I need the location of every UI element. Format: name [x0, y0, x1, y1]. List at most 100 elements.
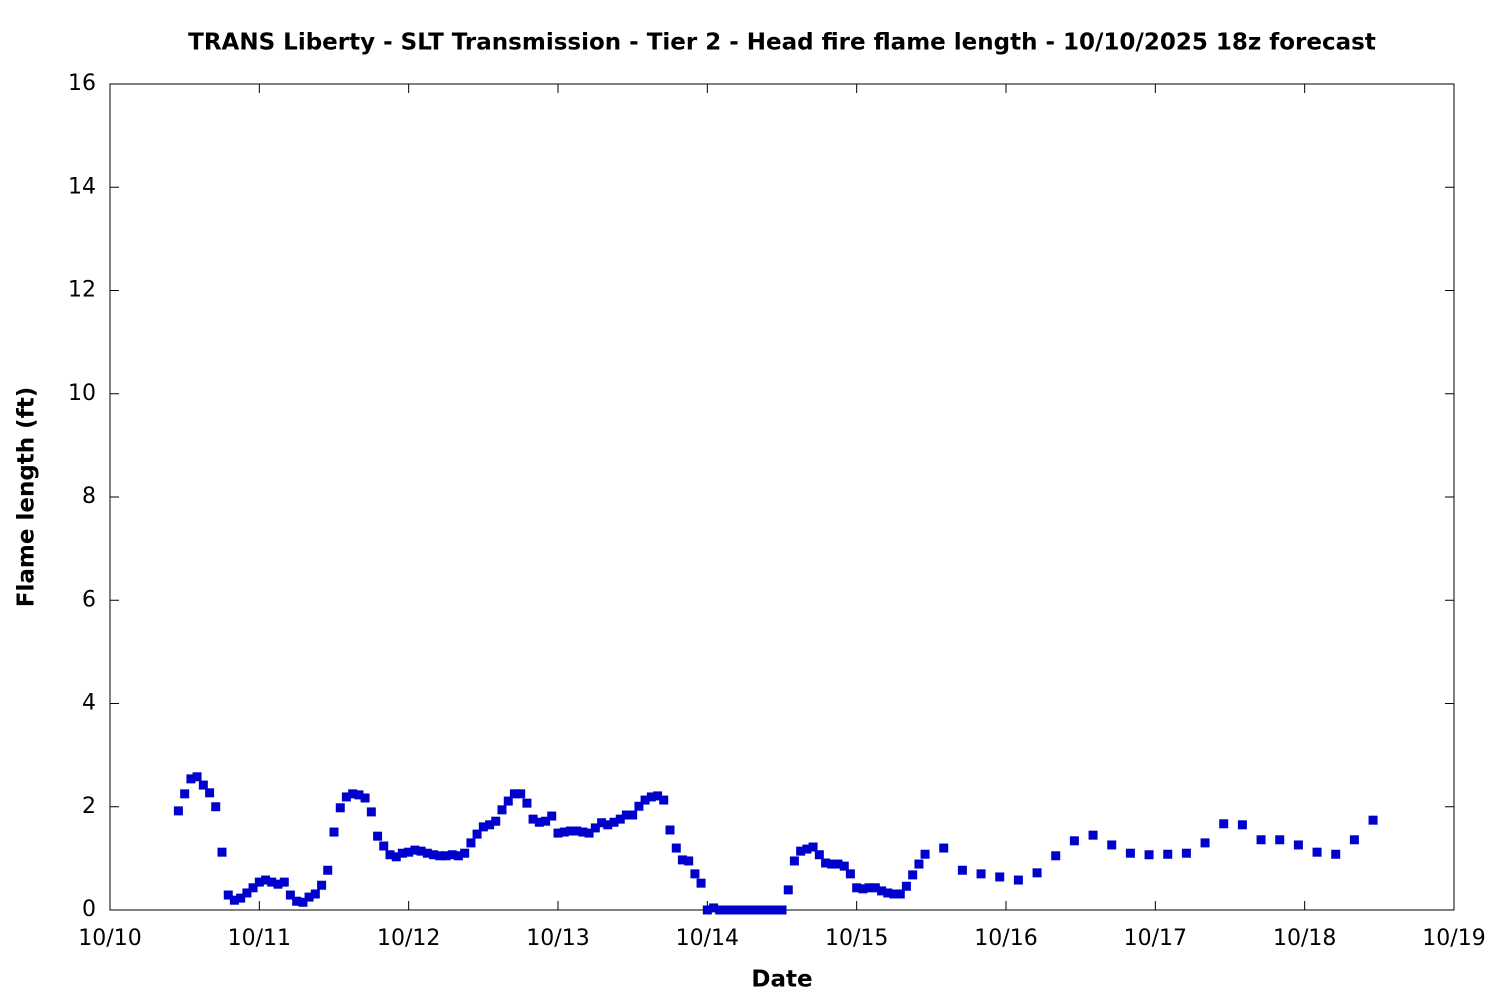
data-point: [1237, 820, 1247, 830]
data-point: [777, 905, 787, 915]
chart-title: TRANS Liberty - SLT Transmission - Tier …: [188, 30, 1376, 56]
data-point: [1144, 850, 1154, 860]
y-tick-label: 14: [68, 174, 96, 199]
data-point: [348, 789, 358, 799]
data-point: [360, 793, 370, 803]
data-point: [285, 890, 295, 900]
data-point: [702, 905, 712, 915]
data-point: [478, 822, 488, 832]
data-point: [441, 851, 451, 861]
data-point: [522, 798, 532, 808]
data-point: [908, 870, 918, 880]
data-point: [565, 826, 575, 836]
y-tick-label: 16: [68, 71, 96, 96]
data-point: [1200, 838, 1210, 848]
data-point: [453, 851, 463, 861]
x-tick-label: 10/19: [1422, 926, 1485, 951]
data-point: [304, 892, 314, 902]
data-point: [397, 848, 407, 858]
data-point: [957, 865, 967, 875]
data-point: [329, 827, 339, 837]
data-point: [553, 828, 563, 838]
data-point: [839, 861, 849, 871]
y-tick-label: 10: [68, 381, 96, 406]
data-point: [292, 896, 302, 906]
data-point: [864, 883, 874, 893]
data-point: [814, 850, 824, 860]
data-point: [752, 905, 762, 915]
x-tick-label: 10/11: [228, 926, 291, 951]
data-point: [354, 790, 364, 800]
data-point: [391, 852, 401, 862]
data-point: [242, 888, 252, 898]
data-point: [435, 851, 445, 861]
data-point: [939, 843, 949, 853]
data-point: [640, 795, 650, 805]
data-point: [1312, 847, 1322, 857]
x-tick-label: 10/13: [526, 926, 589, 951]
data-point: [758, 905, 768, 915]
data-point: [653, 791, 663, 801]
data-point: [1256, 835, 1266, 845]
data-point: [497, 805, 507, 815]
data-point: [236, 893, 246, 903]
data-point: [609, 817, 619, 827]
data-point: [422, 848, 432, 858]
data-point: [690, 869, 700, 879]
data-point: [1331, 849, 1341, 859]
data-point: [1219, 819, 1229, 829]
data-point: [366, 807, 376, 817]
data-point: [808, 842, 818, 852]
data-point: [317, 880, 327, 890]
data-point: [621, 810, 631, 820]
data-point: [404, 847, 414, 857]
x-tick-label: 10/17: [1124, 926, 1187, 951]
data-point: [547, 811, 557, 821]
y-tick-label: 0: [82, 897, 96, 922]
data-point: [709, 903, 719, 913]
data-point: [429, 850, 439, 860]
data-point: [721, 905, 731, 915]
data-point: [696, 878, 706, 888]
data-point: [379, 841, 389, 851]
data-point: [254, 877, 264, 887]
x-tick-label: 10/16: [974, 926, 1037, 951]
data-point: [746, 905, 756, 915]
data-point: [1275, 835, 1285, 845]
data-point: [740, 905, 750, 915]
data-point: [410, 845, 420, 855]
data-point: [534, 817, 544, 827]
data-point: [509, 789, 519, 799]
y-tick-label: 4: [82, 691, 96, 716]
data-point: [373, 831, 383, 841]
data-point: [1163, 849, 1173, 859]
data-point: [727, 905, 737, 915]
data-point: [335, 803, 345, 813]
data-point: [845, 869, 855, 879]
data-point: [192, 772, 202, 782]
data-point: [901, 881, 911, 891]
x-axis-title: Date: [751, 967, 812, 993]
data-point: [715, 905, 725, 915]
x-tick-label: 10/14: [676, 926, 739, 951]
data-point: [914, 859, 924, 869]
data-point: [1069, 836, 1079, 846]
data-point: [279, 877, 289, 887]
data-point: [248, 883, 258, 893]
y-tick-label: 2: [82, 794, 96, 819]
data-point: [1181, 848, 1191, 858]
x-tick-label: 10/15: [825, 926, 888, 951]
data-point: [211, 802, 221, 812]
data-point: [503, 796, 513, 806]
data-point: [466, 838, 476, 848]
data-point: [870, 883, 880, 893]
data-point: [920, 849, 930, 859]
data-point: [341, 792, 351, 802]
data-point: [298, 897, 308, 907]
data-point: [229, 895, 239, 905]
data-point: [180, 789, 190, 799]
data-point: [578, 827, 588, 837]
y-axis-title: Flame length (ft): [14, 387, 40, 607]
y-tick-label: 12: [68, 278, 96, 303]
